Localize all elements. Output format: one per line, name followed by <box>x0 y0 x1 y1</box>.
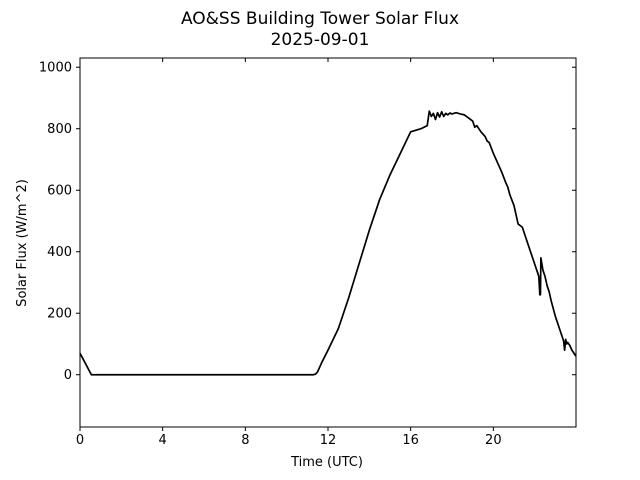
y-axis-label: Solar Flux (W/m^2) <box>15 179 30 307</box>
plot-frame <box>79 57 577 428</box>
x-tick-label: 0 <box>76 433 84 448</box>
y-tick-label: 600 <box>47 184 72 199</box>
x-axis-ticks: 0 4 8 12 16 20 <box>76 58 502 448</box>
x-tick-label: 16 <box>402 433 419 448</box>
y-tick-label: 400 <box>47 245 72 260</box>
y-tick-label: 200 <box>47 307 72 322</box>
y-tick-label: 0 <box>64 368 72 383</box>
series-line-solar-flux <box>79 110 577 376</box>
x-tick-label: 12 <box>320 433 337 448</box>
x-tick-label: 4 <box>159 433 167 448</box>
x-tick-label: 20 <box>485 433 502 448</box>
chart-subtitle: 2025-09-01 <box>271 30 370 50</box>
chart-title: AO&SS Building Tower Solar Flux <box>181 9 459 29</box>
plot-area <box>79 57 577 428</box>
x-tick-label: 8 <box>241 433 249 448</box>
y-axis-ticks: 0 200 400 600 800 1000 <box>39 61 576 383</box>
y-tick-label: 1000 <box>39 61 72 76</box>
y-tick-label: 800 <box>47 122 72 137</box>
x-axis-label: Time (UTC) <box>290 455 363 470</box>
